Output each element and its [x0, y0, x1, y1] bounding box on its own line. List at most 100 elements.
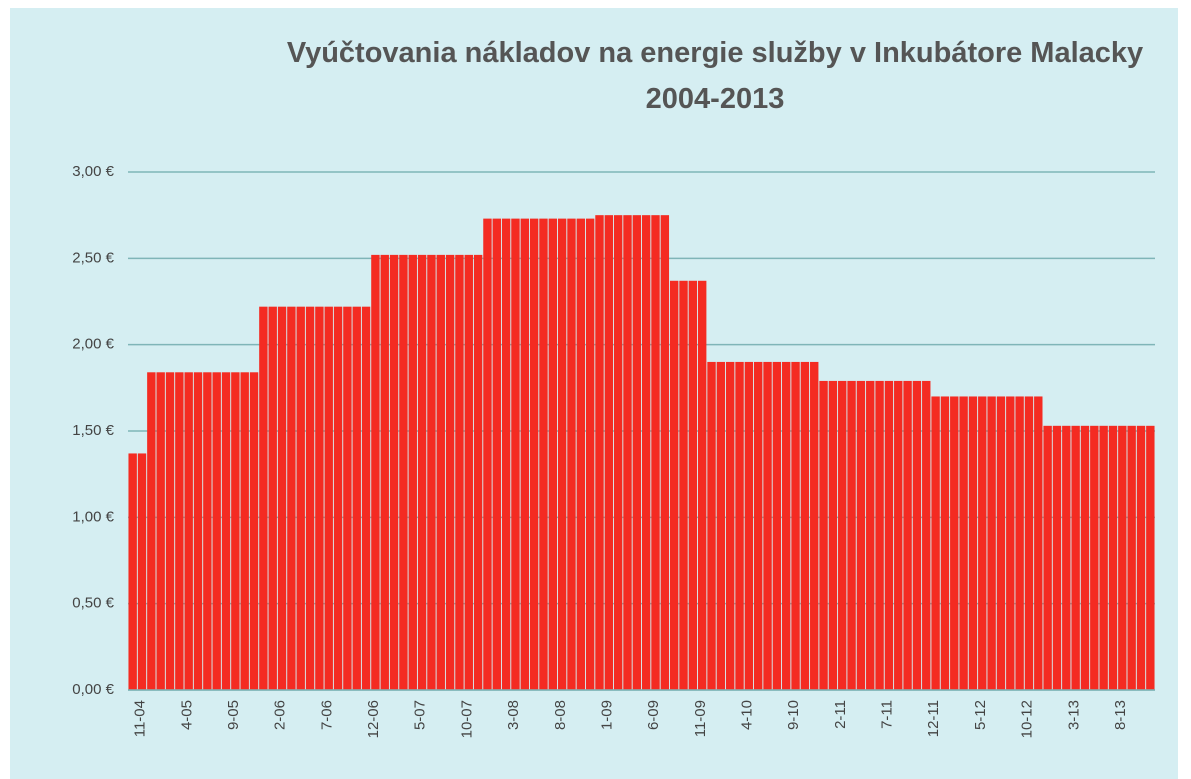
bar [147, 372, 156, 690]
x-tick-label: 7-11 [879, 700, 896, 729]
bar [371, 254, 380, 690]
bar [305, 306, 315, 690]
bar [175, 372, 184, 690]
bar [156, 372, 165, 690]
bar [1090, 425, 1099, 690]
bar [595, 215, 604, 690]
bar [296, 306, 305, 690]
bar [660, 215, 670, 690]
bar [165, 372, 175, 690]
bar [249, 372, 259, 690]
bar [1052, 425, 1062, 690]
bar [212, 372, 221, 690]
bar [903, 380, 912, 690]
bar [361, 306, 371, 690]
x-tick-label: 11-09 [692, 700, 709, 737]
bar [343, 306, 352, 690]
bar [1146, 425, 1155, 690]
bar [389, 254, 399, 690]
bar [894, 380, 903, 690]
bar [492, 218, 501, 690]
x-tick-label: 4-10 [739, 700, 756, 730]
bar [268, 306, 277, 690]
bar [763, 361, 772, 690]
bar [277, 306, 287, 690]
bar [875, 380, 884, 690]
bar [754, 361, 763, 690]
bar [203, 372, 212, 690]
bar [987, 396, 996, 690]
bar [978, 396, 987, 690]
bar [819, 380, 828, 690]
bar [641, 215, 651, 690]
bar [352, 306, 361, 690]
bar [408, 254, 417, 690]
bar [315, 306, 324, 690]
bar [884, 380, 894, 690]
bar [1099, 425, 1108, 690]
bar [473, 254, 483, 690]
x-tick-label: 3-13 [1065, 700, 1082, 730]
bar [184, 372, 193, 690]
bar [950, 396, 959, 690]
bar [1024, 396, 1034, 690]
bar [548, 218, 558, 690]
bar [1071, 425, 1080, 690]
bar [931, 396, 940, 690]
bar [912, 380, 922, 690]
x-tick-label: 10-07 [458, 700, 475, 738]
bar [1136, 425, 1146, 690]
bar [128, 453, 137, 690]
bar [455, 254, 464, 690]
y-tick-label: 0,00 € [72, 681, 114, 698]
bar [1108, 425, 1118, 690]
bar [576, 218, 586, 690]
x-tick-label: 8-13 [1112, 700, 1129, 730]
y-tick-label: 1,00 € [72, 508, 114, 525]
bar [697, 280, 707, 690]
bar [838, 380, 847, 690]
bar [716, 361, 726, 690]
x-tick-label: 4-05 [178, 700, 195, 730]
x-tick-label: 7-06 [318, 700, 335, 730]
bar [501, 218, 511, 690]
bar [1015, 396, 1024, 690]
bar [436, 254, 445, 690]
bar [464, 254, 473, 690]
x-tick-label: 12-11 [925, 700, 942, 737]
bar [287, 306, 296, 690]
y-tick-label: 2,50 € [72, 249, 114, 266]
bar [604, 215, 614, 690]
bar [324, 306, 333, 690]
bar [427, 254, 436, 690]
bar [856, 380, 866, 690]
bar [940, 396, 950, 690]
bar [707, 361, 716, 690]
bar [959, 396, 968, 690]
bar [669, 280, 679, 690]
bar [567, 218, 576, 690]
bar [828, 380, 838, 690]
bar [772, 361, 782, 690]
bar [800, 361, 810, 690]
x-tick-label: 9-05 [225, 700, 242, 730]
bar [380, 254, 389, 690]
x-tick-label: 1-09 [598, 700, 615, 730]
x-tick-label: 10-12 [1019, 700, 1036, 738]
bar [1080, 425, 1090, 690]
x-tick-label: 2-06 [272, 700, 289, 730]
bar [744, 361, 754, 690]
bar [922, 380, 931, 690]
bar [193, 372, 203, 690]
x-tick-label: 11-04 [132, 700, 149, 737]
bar [1034, 396, 1043, 690]
bar [613, 215, 623, 690]
bar [1043, 425, 1052, 690]
bar [231, 372, 240, 690]
bar [679, 280, 688, 690]
bar [996, 396, 1006, 690]
bar [483, 218, 492, 690]
bar [1127, 425, 1136, 690]
